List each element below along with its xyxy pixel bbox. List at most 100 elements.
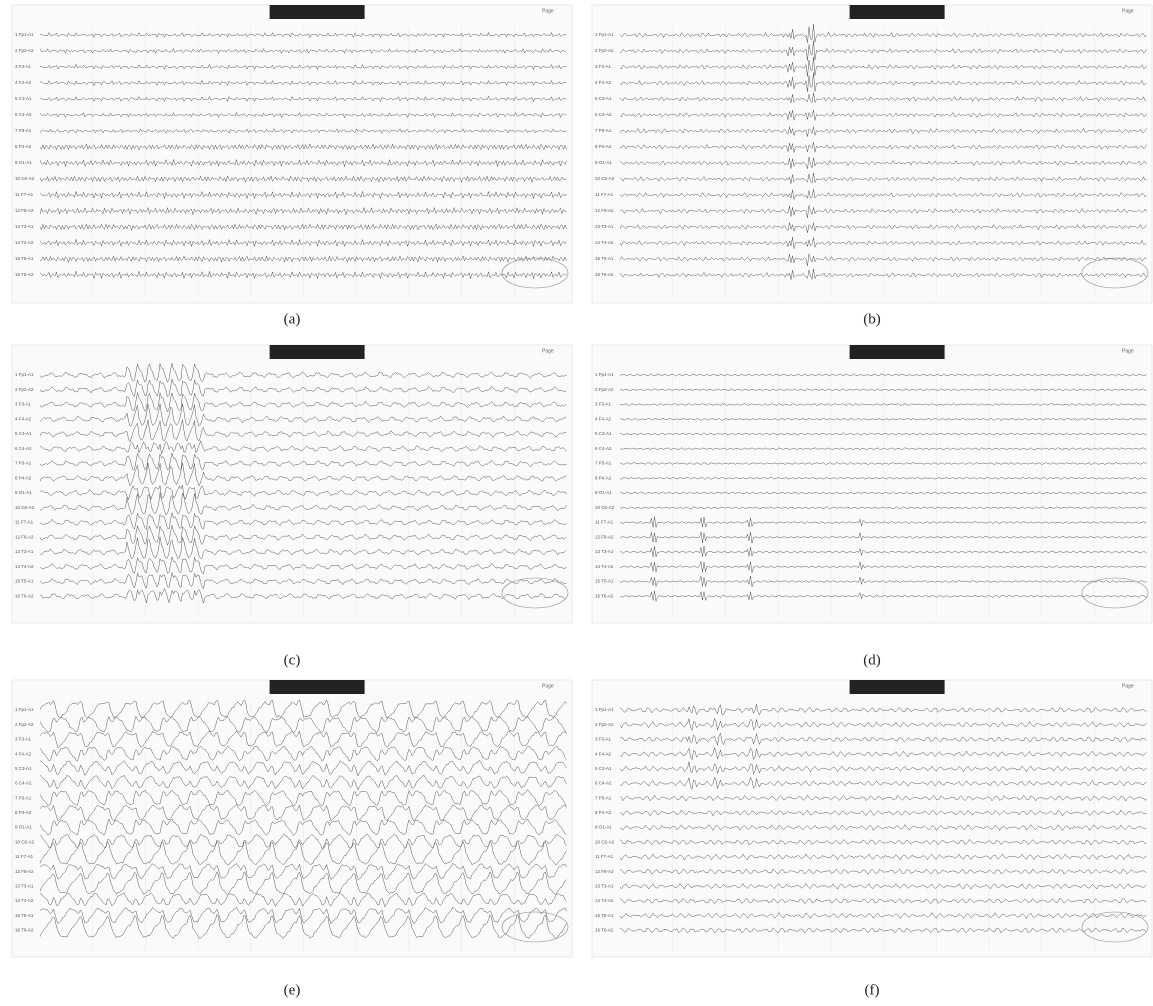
channel-label: 3 F3-A1 <box>15 64 32 69</box>
channel-label: 8 P4-A2 <box>15 475 32 480</box>
eeg-trace <box>39 392 567 413</box>
channel-label: 1 Fp1-A1 <box>595 32 614 37</box>
channel-label: 7 P3-A1 <box>595 128 612 133</box>
eeg-trace <box>39 47 567 55</box>
channel-label: 12 F8-A2 <box>15 534 34 539</box>
eeg-trace <box>619 461 1147 466</box>
channel-label: 15 T5-A1 <box>595 579 614 584</box>
channel-label: 4 F4-A2 <box>595 416 612 421</box>
eeg-trace <box>39 730 567 749</box>
eeg-trace <box>619 703 1147 716</box>
channel-label: 1 Fp1-A1 <box>15 32 34 37</box>
panel-caption: (e) <box>284 982 301 998</box>
channel-label: 7 P3-A1 <box>15 128 32 133</box>
channel-label: 11 F7-A1 <box>595 192 614 197</box>
channel-label: 16 T6-A2 <box>15 272 34 277</box>
eeg-trace <box>39 512 567 530</box>
panel-frame <box>11 679 573 958</box>
page-label: Page <box>542 683 554 689</box>
channel-label: 8 P4-A2 <box>15 810 32 815</box>
channel-label: 8 P4-A2 <box>595 475 612 480</box>
eeg-trace <box>619 911 1147 920</box>
channel-label: 2 Fp2-A2 <box>15 48 34 53</box>
channel-label: 2 Fp2-A2 <box>595 48 614 53</box>
channel-label: 14 T4-A2 <box>595 564 614 569</box>
eeg-trace <box>39 536 567 560</box>
eeg-trace <box>39 378 567 398</box>
panel-caption: (c) <box>284 652 301 668</box>
eeg-trace <box>39 190 567 200</box>
eeg-trace <box>619 897 1147 904</box>
channel-label: 7 P3-A1 <box>15 461 32 466</box>
eeg-trace <box>39 759 567 777</box>
eeg-trace <box>619 531 1147 544</box>
channel-label: 10 O2-A2 <box>15 839 35 844</box>
eeg-trace <box>39 175 567 184</box>
channel-label: 7 P3-A1 <box>595 461 612 466</box>
eeg-trace <box>619 72 1147 92</box>
eeg-trace <box>619 838 1147 846</box>
eeg-trace <box>619 387 1147 392</box>
eeg-trace <box>39 789 567 807</box>
channel-label: 16 T6-A2 <box>15 928 34 933</box>
eeg-panel: Page 1 Fp1-A1 2 Fp2-A2 3 F3-A1 4 F4-A2 5 C3-A… <box>11 4 573 304</box>
electrode-map <box>1081 911 1149 943</box>
channel-label: 6 C4-A2 <box>595 112 612 117</box>
channel-label: 4 F4-A2 <box>15 751 32 756</box>
eeg-trace <box>39 223 567 231</box>
electrode-map <box>501 257 569 289</box>
panel-frame <box>591 344 1153 624</box>
eeg-trace <box>619 794 1147 802</box>
eeg-trace <box>39 906 567 925</box>
channel-label: 5 C3-A1 <box>595 96 612 101</box>
channel-label: 10 O2-A2 <box>15 505 35 510</box>
channel-label: 2 Fp2-A2 <box>595 722 614 727</box>
channel-label: 6 C4-A2 <box>595 781 612 786</box>
eeg-trace <box>39 525 567 546</box>
channel-label: 14 T4-A2 <box>15 898 34 903</box>
eeg-trace <box>39 79 567 87</box>
channel-label: 1 Fp1-A1 <box>15 372 34 377</box>
eeg-trace <box>619 172 1147 184</box>
eeg-trace <box>619 373 1147 377</box>
channel-label: 13 T3-A1 <box>595 883 614 888</box>
electrode-map <box>501 577 569 609</box>
eeg-trace <box>619 809 1147 817</box>
eeg-trace <box>619 546 1147 558</box>
eeg-trace <box>619 156 1147 169</box>
channel-label: 1 Fp1-A1 <box>595 707 614 712</box>
eeg-panel: Page 1 Fp1-A1 2 Fp2-A2 3 F3-A1 4 F4-A2 5 C3-A… <box>591 679 1153 958</box>
channel-label: 13 T3-A1 <box>595 224 614 229</box>
page-label: Page <box>1122 683 1134 689</box>
eeg-trace <box>619 927 1147 934</box>
channel-label: 13 T3-A1 <box>595 549 614 554</box>
channel-label: 9 O1-A1 <box>595 160 612 165</box>
eeg-trace <box>619 561 1147 573</box>
channel-label: 16 T6-A2 <box>595 928 614 933</box>
eeg-trace <box>619 746 1147 761</box>
channel-label: 6 C4-A2 <box>595 446 612 451</box>
eeg-trace <box>619 476 1147 480</box>
eeg-trace <box>39 462 567 487</box>
eeg-trace <box>39 270 567 280</box>
eeg-trace <box>39 803 567 822</box>
eeg-trace <box>39 206 567 216</box>
eeg-trace <box>39 484 567 501</box>
eeg-trace <box>39 840 567 866</box>
channel-label: 4 F4-A2 <box>595 751 612 756</box>
channel-label: 4 F4-A2 <box>15 416 32 421</box>
redaction-bar <box>269 680 365 694</box>
channel-label: 16 T6-A2 <box>595 272 614 277</box>
eeg-trace <box>39 31 567 39</box>
channel-label: 5 C3-A1 <box>595 766 612 771</box>
channel-label: 15 T5-A1 <box>595 256 614 261</box>
eeg-trace <box>619 253 1147 266</box>
eeg-trace <box>619 776 1147 790</box>
eeg-trace <box>39 715 567 734</box>
channel-label: 3 F3-A1 <box>595 402 612 407</box>
channel-label: 14 T4-A2 <box>595 898 614 903</box>
redaction-bar <box>849 5 945 19</box>
eeg-trace <box>619 516 1147 529</box>
eeg-trace <box>619 575 1147 587</box>
